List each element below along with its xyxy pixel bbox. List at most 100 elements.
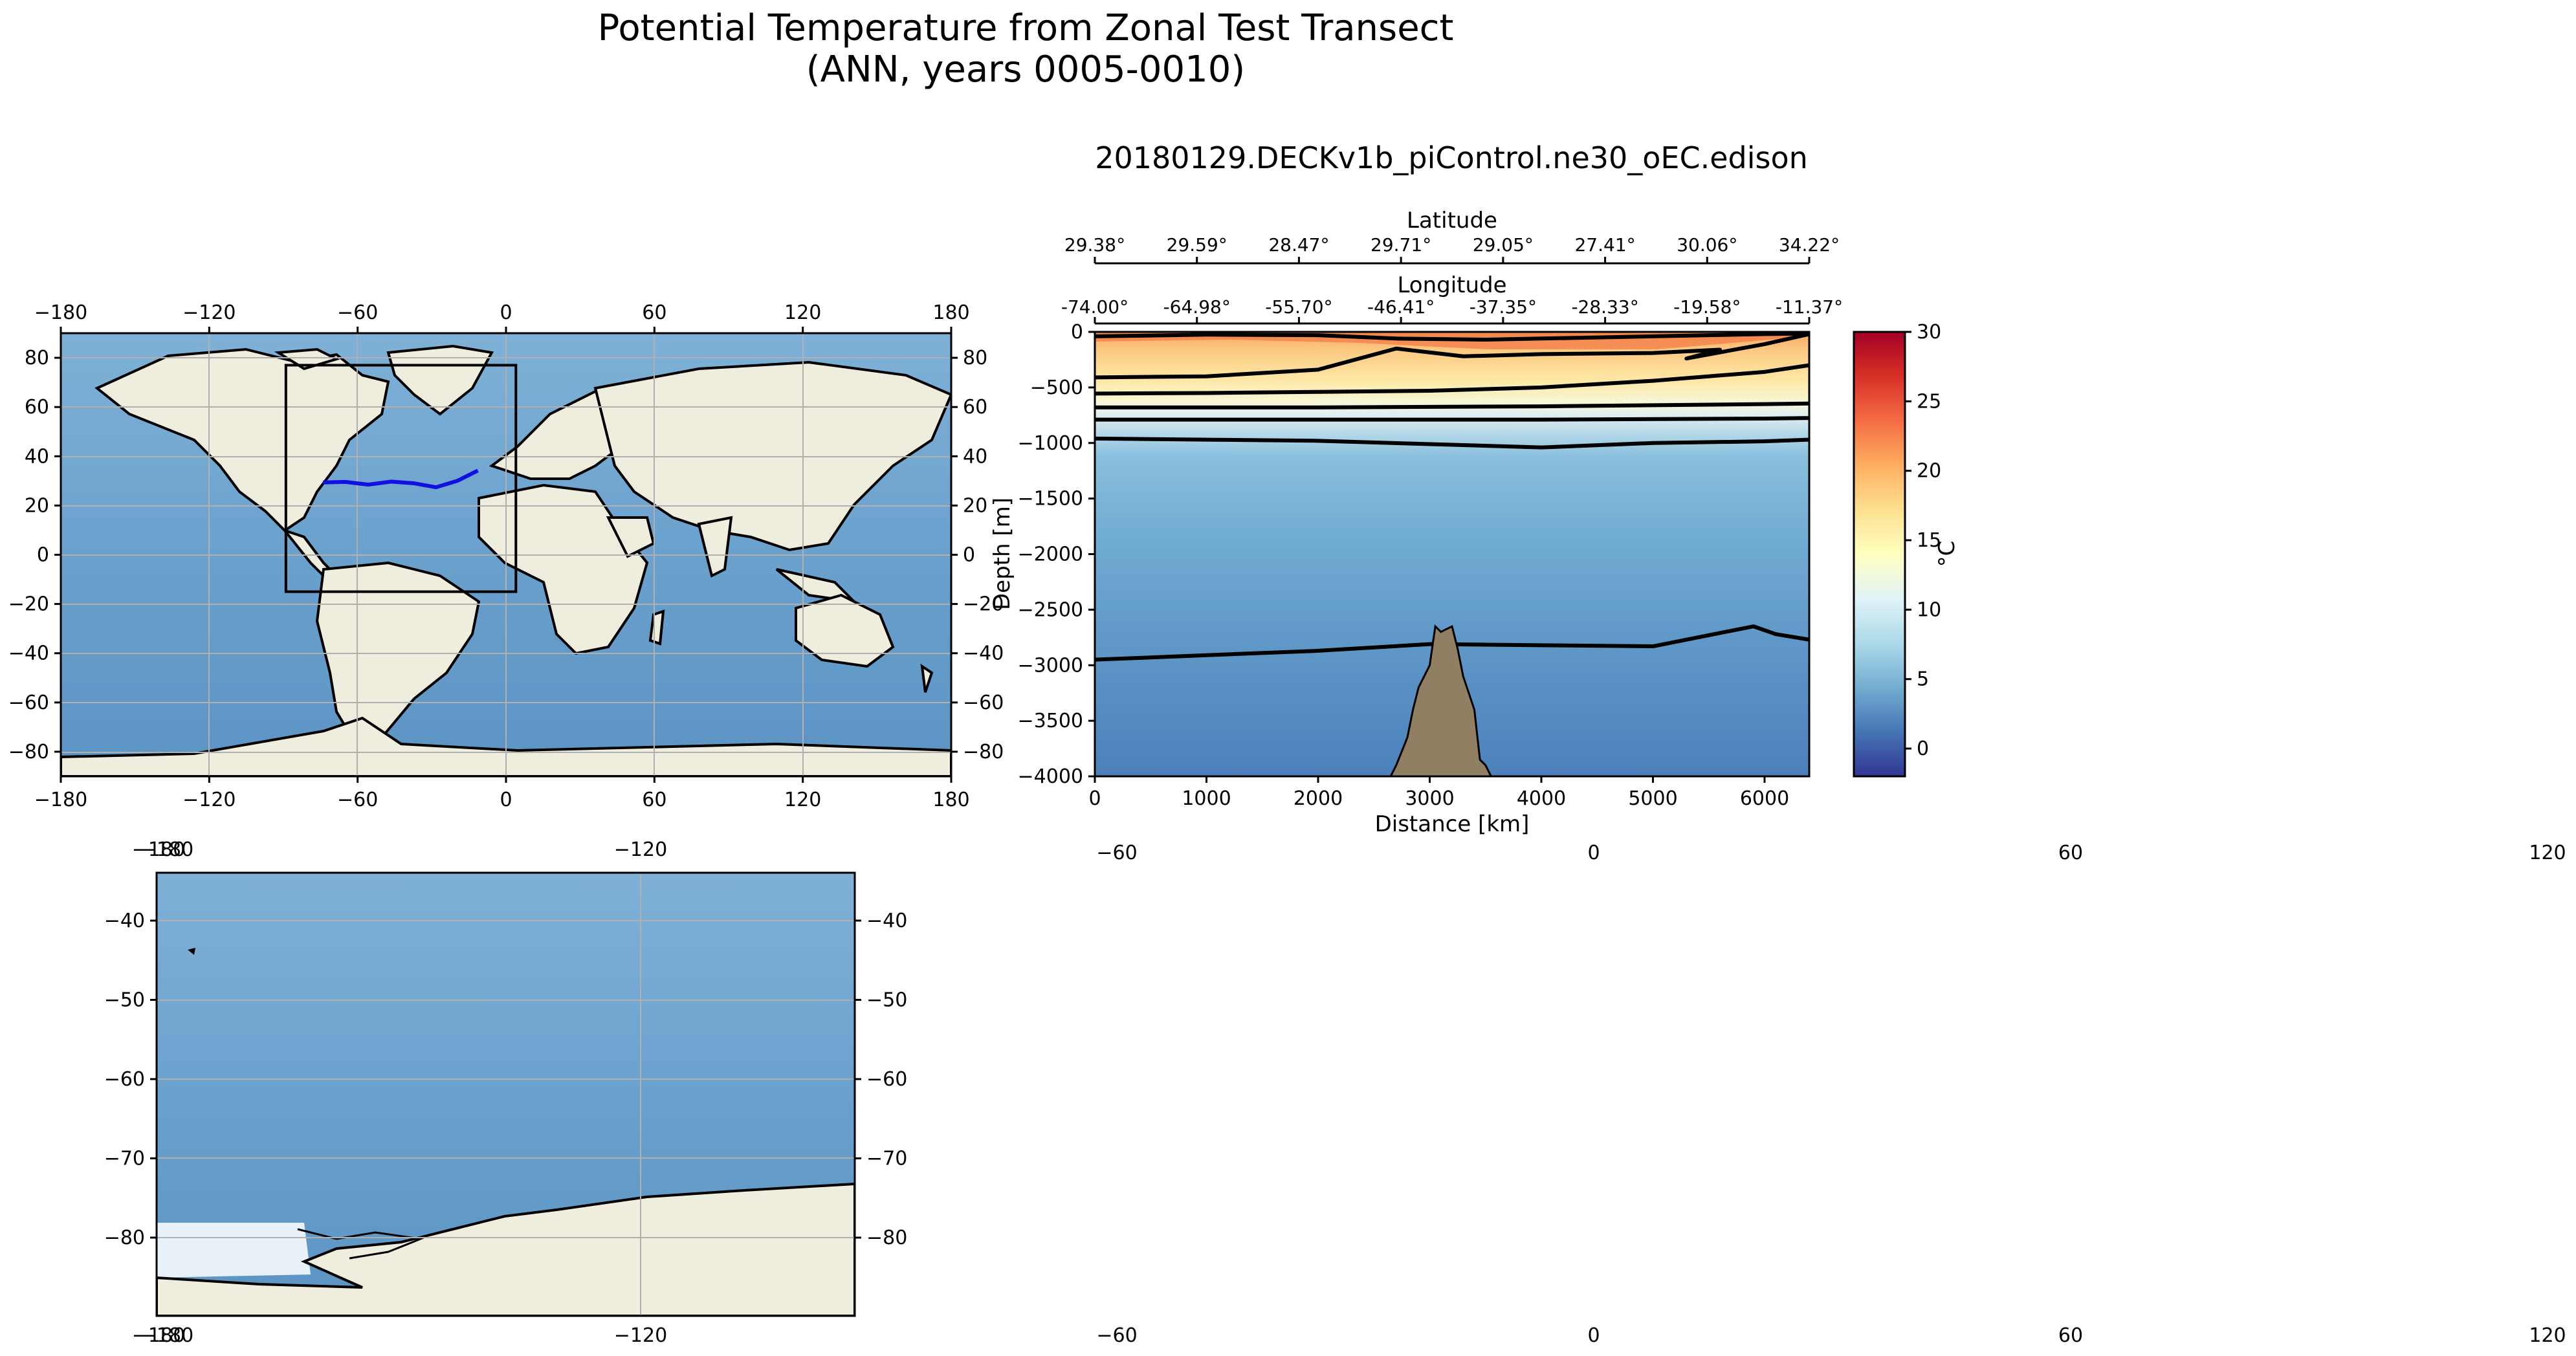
global-x-tick-label-top: −120 — [182, 301, 236, 324]
longitude-tick-label: -28.33° — [1571, 296, 1638, 318]
global-y-tick-label-left: 60 — [25, 396, 49, 419]
regional-map-gridlines — [157, 873, 855, 1316]
global-y-tick-label-right: −20 — [963, 593, 1004, 616]
land-greenland — [386, 344, 494, 416]
colorbar-label: °C — [1934, 541, 1960, 567]
global-x-tick-label-top: −60 — [337, 301, 378, 324]
land-new-zealand — [920, 663, 934, 693]
regional-y-tick-label-right: −70 — [866, 1148, 907, 1170]
global-y-tick-label-left: −80 — [8, 741, 49, 763]
section-y-tick-label: −3500 — [1018, 710, 1083, 732]
global-y-tick-label-right: 60 — [963, 396, 987, 419]
longitude-tick-label: -55.70° — [1265, 296, 1332, 318]
contour-line-mid-1 — [1094, 363, 1810, 396]
figure-title-line1: Potential Temperature from Zonal Test Tr… — [598, 7, 1454, 49]
global-map-x-ticks: −180 −180 −120 −120 −60 −60 0 0 60 60 120 120 180 180 — [34, 301, 970, 811]
latitude-tick-label: 27.41° — [1574, 234, 1635, 256]
blank-axes-tick-label-bottom: 60 — [2058, 1324, 2083, 1347]
latitude-tick-label: 30.06° — [1677, 234, 1737, 256]
colorbar-gradient — [1853, 331, 1906, 778]
regional-y-tick-label-left: −80 — [104, 1227, 145, 1249]
global-y-tick-label-left: 80 — [25, 347, 49, 369]
section-x-tick-label: 4000 — [1517, 787, 1566, 810]
global-y-tick-label-left: 0 — [37, 544, 49, 567]
colorbar-tick-label: 5 — [1917, 668, 1929, 691]
regional-y-tick-label-left: −50 — [104, 989, 145, 1012]
global-y-tick-label-right: 0 — [963, 544, 975, 567]
regional-ice-shelf — [157, 1223, 311, 1278]
blank-axes-tick-label-top: 60 — [2058, 842, 2083, 864]
figure-title-line2: (ANN, years 0005-0010) — [806, 49, 1246, 91]
colorbar-tick-label: 25 — [1917, 390, 1941, 413]
latitude-tick-label: 29.71° — [1371, 234, 1431, 256]
section-x-tick-label: 0 — [1088, 787, 1101, 810]
global-map-gridlines — [61, 333, 951, 776]
blank-axes-tick-label-bottom: 120 — [2529, 1324, 2566, 1347]
longitude-axis-label: Longitude — [1397, 272, 1506, 298]
global-y-tick-label-right: 80 — [963, 347, 987, 369]
bathymetry — [1389, 624, 1493, 778]
global-y-tick-label-right: 40 — [963, 445, 987, 468]
latitude-tick-label: 34.22° — [1779, 234, 1840, 256]
section-y-tick-label: 0 — [1071, 321, 1083, 344]
regional-small-island — [188, 948, 195, 955]
regional-map-ticks: −180−180 −120−180−180 −120−40 −40−50 −50−60−… — [104, 838, 908, 1347]
latitude-tick-label: 29.38° — [1064, 234, 1125, 256]
contour-line-mid-2 — [1095, 401, 1810, 410]
colorbar-tick-label: 10 — [1917, 598, 1941, 621]
global-x-tick-label-top: −180 — [34, 301, 87, 324]
regional-x-tick-label-top: −180 — [140, 838, 193, 861]
global-y-tick-label-left: 40 — [25, 445, 49, 468]
global-y-tick-label-left: −40 — [8, 642, 49, 665]
section-y-tick-label: −1000 — [1018, 432, 1083, 455]
global-x-tick-label-bottom: 0 — [500, 789, 512, 811]
blank-axes-tick-label-bottom: −60 — [1096, 1324, 1137, 1347]
latitude-ticks: 29.38° 29.59° 28.47° 29.71° 29.05° 27.41° 30.0… — [1064, 234, 1840, 263]
section-x-tick-label: 6000 — [1740, 787, 1789, 810]
section-y-tick-label: −1500 — [1018, 488, 1083, 510]
latitude-tick-label: 29.05° — [1473, 234, 1534, 256]
global-y-tick-label-left: −60 — [8, 692, 49, 714]
blank-axes-tick-label-top: 0 — [1587, 842, 1600, 864]
global-x-tick-label-top: 180 — [932, 301, 969, 324]
section-ylabel: Depth [m] — [989, 498, 1015, 610]
global-x-tick-label-bottom: −120 — [182, 789, 236, 811]
contour-line-mid-3 — [1095, 416, 1810, 422]
global-map: −180 −180 −120 −120 −60 −60 0 0 60 60 120 120 180 180… — [8, 301, 1004, 811]
longitude-ticks: -74.00° -64.98° -55.70° -46.41° -37.35° -28.3… — [1061, 296, 1843, 323]
regional-map: −180−180 −120−180−180 −120−40 −40−50 −50−60−… — [104, 838, 908, 1347]
global-y-tick-label-right: −80 — [963, 741, 1004, 763]
global-y-tick-label-right: −60 — [963, 692, 1004, 714]
global-map-y-ticks: 80 80 60 60 40 40 20 20 0 0 −20 −20 −40 −40 −60 −60 −80 −… — [8, 347, 1004, 763]
regional-x-tick-label-top: −120 — [614, 838, 667, 861]
contour-line-bottom — [1094, 624, 1810, 662]
colorbar-tick-label: 20 — [1917, 460, 1941, 483]
regional-y-tick-label-right: −80 — [866, 1227, 907, 1249]
blank-axes-tick-label-top: 120 — [2529, 842, 2566, 864]
longitude-tick-label: -37.35° — [1470, 296, 1537, 318]
land-arctic-islands — [274, 347, 340, 371]
global-y-tick-label-left: 20 — [25, 494, 49, 517]
section-y-tick-label: −500 — [1030, 377, 1083, 399]
global-x-tick-label-top: 0 — [500, 301, 512, 324]
regional-y-tick-label-left: −60 — [104, 1068, 145, 1091]
colorbar-tick-label: 15 — [1917, 529, 1941, 552]
global-x-tick-label-bottom: 60 — [642, 789, 666, 811]
section-y-tick-label: −3000 — [1018, 654, 1083, 677]
longitude-tick-label: -19.58° — [1673, 296, 1741, 318]
regional-antarctica — [157, 1182, 855, 1316]
global-y-tick-label-right: 20 — [963, 494, 987, 517]
global-x-tick-label-bottom: −180 — [34, 789, 87, 811]
regional-map-frame — [155, 871, 856, 1317]
regional-x-tick-label-bottom: −120 — [614, 1324, 667, 1347]
section-x-tick-label: 3000 — [1405, 787, 1454, 810]
blank-axes-tick-label-top: −60 — [1096, 842, 1137, 864]
regional-x-tick-label-bottom: −180 — [132, 1324, 185, 1347]
transect-line — [323, 468, 479, 490]
region-box — [284, 364, 518, 593]
contour-line-deep-1 — [1094, 436, 1810, 450]
section-x-ticks: 0 1000 2000 3000 4000 5000 6000 — [1088, 776, 1789, 810]
regional-y-tick-label-right: −50 — [866, 989, 907, 1012]
regional-y-tick-label-left: −40 — [104, 910, 145, 932]
colorbar-tick-label: 0 — [1917, 738, 1929, 760]
